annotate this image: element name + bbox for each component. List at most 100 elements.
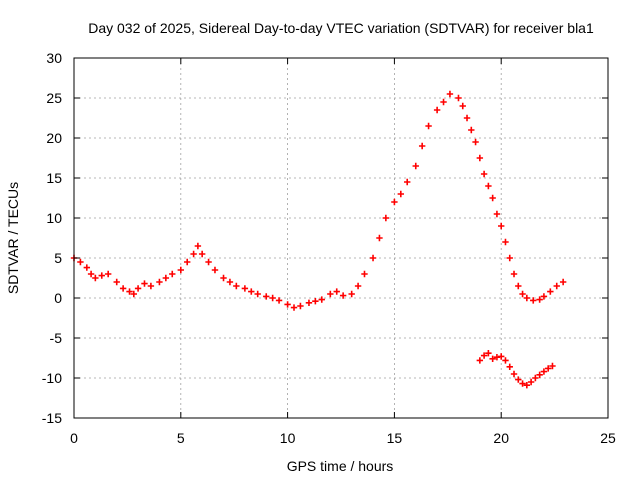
- data-point: [459, 102, 466, 110]
- data-point: [404, 178, 411, 186]
- data-point: [440, 98, 447, 106]
- y-tick-label: 20: [46, 130, 62, 146]
- data-point: [263, 293, 270, 300]
- y-tick-label: 15: [46, 170, 62, 186]
- data-point: [169, 270, 176, 278]
- data-point: [333, 288, 340, 295]
- data-point: [220, 274, 227, 282]
- data-point: [540, 368, 548, 375]
- data-point: [318, 296, 325, 303]
- data-point: [510, 370, 518, 378]
- x-tick-label: 15: [387, 430, 403, 446]
- data-point: [361, 270, 368, 278]
- data-point: [502, 238, 509, 246]
- data-point: [433, 106, 441, 114]
- chart-title: Day 032 of 2025, Sidereal Day-to-day VTE…: [88, 20, 594, 36]
- data-point: [397, 190, 405, 198]
- data-point: [254, 290, 261, 298]
- data-point: [156, 278, 163, 286]
- y-tick-label: 30: [46, 50, 62, 66]
- data-point: [553, 282, 560, 290]
- data-point: [540, 293, 548, 300]
- x-tick-label: 25: [600, 430, 616, 446]
- data-point: [92, 274, 99, 282]
- data-point: [472, 138, 479, 146]
- data-point: [559, 278, 567, 286]
- data-series: [70, 90, 567, 389]
- data-point: [480, 170, 488, 178]
- data-point: [476, 154, 484, 162]
- data-point: [530, 297, 537, 304]
- y-tick-label: -10: [42, 370, 62, 386]
- data-point: [126, 288, 133, 295]
- x-tick-label: 10: [280, 430, 296, 446]
- data-point: [119, 285, 127, 292]
- data-point: [498, 353, 505, 360]
- data-point: [418, 142, 426, 150]
- data-point: [493, 210, 501, 218]
- data-point: [269, 294, 276, 302]
- data-point: [248, 288, 255, 295]
- data-point: [141, 280, 148, 287]
- data-point: [544, 365, 552, 372]
- data-point: [194, 242, 202, 250]
- data-point: [98, 272, 105, 279]
- y-axis-label: SDTVAR / TECUs: [5, 182, 21, 294]
- data-point: [83, 264, 91, 271]
- data-point: [515, 376, 522, 383]
- data-point: [425, 122, 432, 130]
- data-point: [536, 296, 543, 303]
- x-axis-label: GPS time / hours: [287, 458, 394, 474]
- data-point: [198, 250, 206, 258]
- data-point: [113, 278, 120, 286]
- data-point: [327, 290, 334, 298]
- data-point: [523, 294, 531, 302]
- plot-frame: [73, 57, 609, 419]
- data-point: [412, 162, 419, 170]
- data-point: [190, 250, 197, 258]
- data-point: [463, 114, 471, 122]
- data-point: [77, 258, 84, 266]
- data-point: [527, 378, 535, 386]
- x-tick-label: 5: [177, 430, 185, 446]
- y-tick-label: 0: [54, 290, 62, 306]
- data-point: [339, 292, 347, 299]
- data-point: [519, 290, 526, 298]
- data-point: [532, 374, 539, 382]
- grid-lines: [74, 58, 608, 418]
- data-point: [502, 357, 509, 364]
- x-tick-label: 0: [70, 430, 78, 446]
- data-point: [455, 94, 462, 102]
- data-point: [226, 278, 234, 286]
- data-point: [354, 282, 362, 290]
- data-point: [515, 282, 522, 290]
- data-point: [305, 299, 313, 306]
- data-point: [547, 288, 554, 295]
- data-point: [493, 354, 501, 361]
- data-point: [284, 301, 291, 308]
- data-point: [536, 371, 543, 378]
- data-point: [211, 266, 219, 274]
- data-point: [290, 304, 298, 311]
- data-point: [489, 355, 496, 362]
- data-point: [485, 182, 492, 190]
- y-tick-label: 5: [54, 250, 62, 266]
- data-point: [446, 90, 454, 98]
- y-tick-label: 25: [46, 90, 62, 106]
- data-point: [134, 285, 142, 292]
- data-point: [519, 380, 526, 387]
- data-point: [104, 270, 112, 278]
- data-point: [87, 270, 95, 278]
- data-point: [523, 382, 531, 389]
- data-point: [348, 290, 355, 298]
- data-point: [297, 302, 304, 310]
- data-point: [468, 126, 475, 134]
- data-point: [510, 270, 518, 278]
- data-point: [391, 198, 398, 206]
- data-point: [476, 357, 484, 364]
- data-point: [480, 352, 488, 359]
- data-point: [485, 350, 492, 357]
- data-point: [489, 194, 496, 202]
- data-point: [184, 258, 191, 266]
